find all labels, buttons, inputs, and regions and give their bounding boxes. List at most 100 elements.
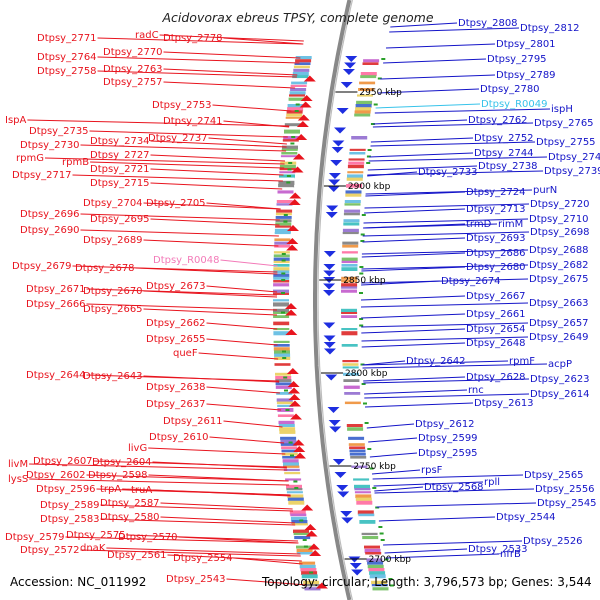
- right-gene-label: Dtpsy_2762: [468, 115, 528, 126]
- right-connector-line: [370, 137, 474, 143]
- left-gene-label: Dtpsy_2730: [20, 140, 80, 151]
- left-connector-line: [208, 137, 287, 145]
- feature-band: [275, 379, 292, 382]
- feature-band: [274, 228, 291, 233]
- forward-strand-arrow: [290, 413, 303, 420]
- feature-band: [342, 232, 359, 235]
- right-connector-line: [367, 171, 418, 177]
- feature-band: [274, 363, 291, 366]
- forward-strand-arrow: [315, 582, 328, 589]
- right-gene-label: trmD: [466, 219, 492, 230]
- right-connector-line: [384, 548, 468, 554]
- reverse-strand-arrow: [328, 179, 341, 186]
- right-gene-label: Dtpsy_2780: [480, 84, 540, 95]
- feature-band: [279, 427, 296, 431]
- right-gene-label: Dtpsy_2674: [441, 276, 501, 287]
- left-connector-line: [150, 140, 287, 148]
- left-connector-line: [135, 267, 278, 275]
- trna-mark: [281, 279, 286, 281]
- right-gene-label: Dtpsy_2657: [529, 318, 589, 329]
- feature-band: [286, 113, 303, 117]
- left-gene-label: Dtpsy_2695: [90, 214, 150, 225]
- kbp-label: 2800 kbp: [345, 369, 388, 379]
- left-connector-line: [106, 547, 301, 555]
- feature-band: [341, 344, 358, 347]
- feature-band: [277, 414, 294, 417]
- feature-band: [277, 408, 294, 412]
- left-connector-line: [178, 536, 299, 544]
- right-gene-label: rnc: [468, 385, 484, 396]
- feature-band: [355, 107, 372, 112]
- right-connector-line: [385, 553, 500, 559]
- left-gene-label: Dtpsy_2602: [26, 470, 86, 481]
- forward-strand-arrow: [288, 199, 301, 205]
- trna-mark: [359, 318, 364, 320]
- left-gene-label: Dtpsy_2598: [88, 470, 148, 481]
- feature-band: [304, 587, 321, 591]
- feature-band: [296, 548, 313, 553]
- kbp-label: 2850 kbp: [343, 276, 386, 286]
- forward-strand-arrow: [296, 121, 309, 127]
- right-gene-label: Dtpsy_2710: [529, 214, 589, 225]
- feature-band: [343, 385, 360, 389]
- feature-band: [345, 193, 362, 197]
- accession-text: Accession: NC_011992: [10, 575, 146, 589]
- trna-mark: [377, 77, 382, 80]
- left-gene-label: Dtpsy_2655: [146, 334, 206, 345]
- feature-band: [358, 513, 375, 517]
- trna-mark: [283, 220, 288, 223]
- feature-band: [348, 161, 365, 165]
- feature-band: [285, 116, 302, 119]
- left-gene-label: rpmB: [62, 157, 89, 168]
- left-gene-label: lysS: [8, 474, 28, 485]
- right-gene-label: rpsF: [421, 465, 443, 476]
- feature-band: [345, 190, 362, 194]
- feature-band: [341, 286, 358, 289]
- feature-band: [355, 104, 372, 108]
- feature-band: [287, 497, 304, 501]
- feature-band: [287, 494, 304, 499]
- right-gene-label: Dtpsy_2556: [535, 484, 595, 495]
- right-connector-line: [361, 252, 466, 258]
- left-connector-line: [97, 56, 300, 64]
- trna-mark: [388, 578, 393, 580]
- right-connector-line: [367, 165, 478, 171]
- forward-strand-arrow: [287, 381, 300, 387]
- feature-band: [286, 488, 303, 491]
- feature-band: [357, 510, 374, 515]
- forward-strand-arrow: [286, 244, 299, 251]
- right-connector-line: [389, 27, 520, 33]
- feature-band: [289, 94, 305, 97]
- left-connector-line: [86, 303, 278, 311]
- feature-band: [276, 203, 293, 206]
- forward-strand-arrow: [304, 524, 317, 530]
- trna-mark: [364, 422, 369, 424]
- right-connector-line: [361, 278, 529, 284]
- reverse-strand-arrow: [323, 342, 336, 348]
- feature-band: [342, 228, 359, 233]
- feature-band: [295, 59, 312, 63]
- feature-band: [344, 401, 361, 405]
- right-connector-line: [366, 423, 415, 429]
- right-gene-label: Dtpsy_2623: [530, 374, 590, 385]
- feature-band: [342, 241, 359, 245]
- feature-band: [293, 532, 310, 536]
- forward-strand-arrow: [285, 303, 298, 309]
- left-connector-line: [90, 161, 285, 169]
- right-gene-label: Dtpsy_2544: [496, 512, 556, 523]
- feature-band: [372, 587, 389, 591]
- feature-band: [343, 372, 359, 376]
- right-gene-label: Dtpsy_2667: [466, 291, 526, 302]
- reverse-strand-arrow: [334, 127, 347, 134]
- left-connector-line: [97, 37, 304, 45]
- feature-band: [275, 222, 292, 226]
- feature-band: [356, 500, 373, 505]
- feature-band: [289, 91, 306, 95]
- feature-band: [273, 280, 290, 283]
- forward-strand-arrow: [286, 238, 299, 244]
- feature-band: [273, 283, 290, 287]
- trna-mark: [373, 103, 378, 106]
- feature-band: [346, 424, 363, 427]
- reverse-strand-arrow: [323, 335, 336, 342]
- right-connector-line: [364, 208, 466, 214]
